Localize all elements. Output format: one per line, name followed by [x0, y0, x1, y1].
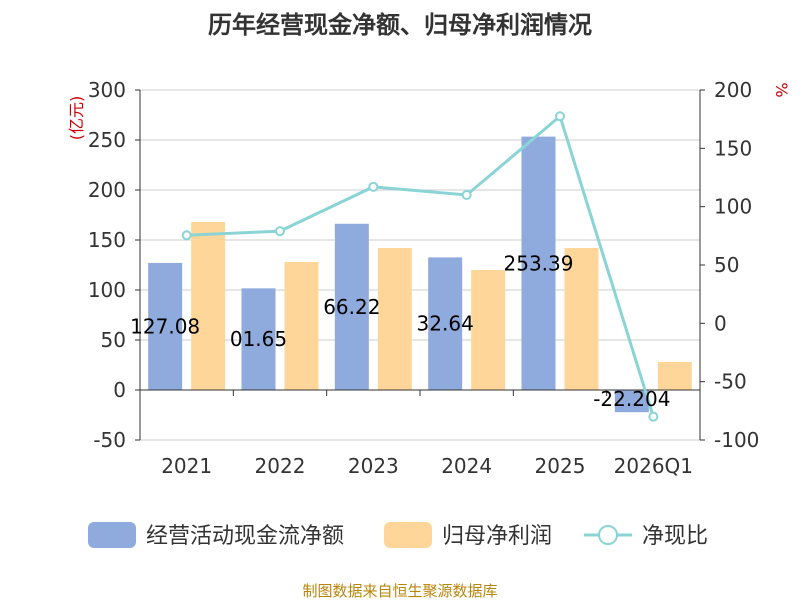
netprofit-bar: [377, 248, 412, 390]
x-tick-label: 2026Q1: [614, 454, 693, 478]
right-axis-unit: %: [772, 82, 791, 97]
ratio-point: [181, 230, 192, 241]
legend-netprofit[interactable]: 归母净利润: [384, 522, 552, 549]
left-tick-label: -50: [93, 428, 126, 452]
ratio-line-path: [186, 113, 655, 418]
x-tick-label: 2021: [161, 454, 212, 478]
left-tick-label: 150: [88, 228, 126, 252]
x-tick-label: 2023: [348, 454, 399, 478]
cashflow-bar: [614, 390, 649, 413]
right-tick-label: 200: [714, 78, 752, 102]
legend-ratio[interactable]: 净现比: [584, 524, 708, 549]
legend-cashflow[interactable]: 经营活动现金流净额: [88, 522, 344, 549]
right-tick-label: -100: [714, 428, 759, 452]
left-axis-unit: (亿元): [67, 96, 86, 141]
ratio-line: [181, 111, 659, 422]
left-tick-label: 200: [88, 178, 126, 202]
ratio-point: [368, 181, 379, 192]
legend-marker: [598, 525, 618, 545]
ratio-point: [275, 226, 285, 237]
legend-label: 净现比: [642, 524, 708, 549]
right-tick-label: 150: [714, 136, 752, 160]
legend-swatch: [88, 522, 136, 548]
data-labels: 127.08 01.65 66.22 32.64 253.39 -22.204: [130, 251, 670, 411]
cashflow-data-label: 253.39: [504, 251, 574, 275]
right-tick-label: 0: [714, 311, 727, 335]
netprofit-bar: [657, 362, 692, 390]
netprofit-bar: [191, 222, 226, 390]
ratio-point: [555, 111, 565, 122]
cashflow-data-label: 66.22: [323, 295, 380, 319]
cashflow-bar: [521, 136, 556, 390]
netprofit-bar: [471, 270, 506, 390]
x-tick-label: 2025: [535, 454, 586, 478]
legend-label: 经营活动现金流净额: [146, 524, 344, 549]
ratio-point: [648, 411, 659, 422]
cashflow-bar: [334, 223, 369, 390]
right-tick-label: 50: [714, 253, 739, 277]
legend-label: 归母净利润: [442, 524, 552, 549]
cashflow-data-label: 01.65: [230, 327, 287, 351]
bars: [148, 136, 692, 413]
legend-swatch: [384, 522, 432, 548]
left-tick-label: 0: [113, 378, 126, 402]
netprofit-bar: [284, 262, 319, 390]
ratio-point: [461, 190, 472, 200]
left-tick-label: 50: [101, 328, 126, 352]
cashflow-bar: [241, 288, 276, 390]
left-tick-label: 100: [88, 278, 126, 302]
cashflow-bar: [148, 262, 183, 390]
cashflow-data-label: -22.204: [593, 387, 670, 411]
cashflow-data-label: 32.64: [417, 312, 474, 336]
cashflow-bar: [428, 257, 463, 390]
chart-title: 历年经营现金净额、归母净利润情况: [208, 11, 592, 39]
x-tick-label: 2022: [255, 454, 306, 478]
legend: 经营活动现金流净额 归母净利润 净现比: [88, 522, 708, 549]
netprofit-bar: [564, 248, 599, 390]
left-tick-label: 250: [88, 128, 126, 152]
x-tick-label: 2024: [441, 454, 492, 478]
axes: -50 0 50 100 150 200 250 300 -100 -50 0 50 100 150 200…: [88, 78, 760, 478]
right-tick-label: -50: [714, 370, 747, 394]
left-tick-label: 300: [88, 78, 126, 102]
cashflow-data-label: 127.08: [130, 314, 200, 338]
right-tick-label: 100: [714, 195, 752, 219]
source-note: 制图数据来自恒生聚源数据库: [302, 582, 497, 600]
